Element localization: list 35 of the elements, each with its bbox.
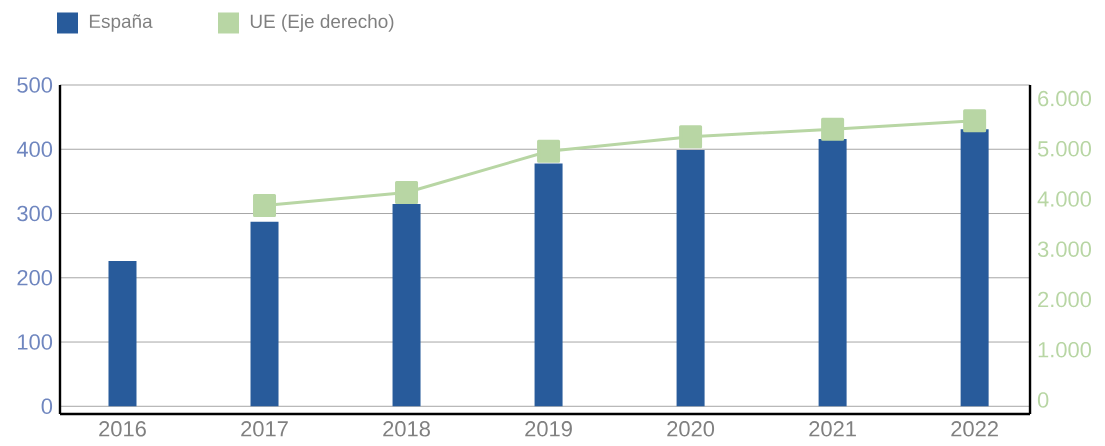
y2-tick-label: 2.000	[1038, 291, 1092, 308]
bar	[960, 129, 989, 407]
y-tick-label: 0	[41, 398, 53, 415]
x-tick-label: 2018	[383, 421, 430, 437]
point	[963, 109, 987, 133]
point	[679, 125, 703, 149]
bar	[534, 163, 563, 407]
y-tick-label: 400	[16, 141, 53, 158]
x-tick-label: 2021	[809, 421, 856, 437]
y2-tick-label: 4.000	[1037, 191, 1092, 207]
point	[537, 139, 561, 163]
y2-tick-label: 3.000	[1037, 241, 1092, 258]
legend-label: España	[89, 14, 153, 32]
y2-tick-label: 6.000	[1038, 90, 1092, 107]
x-tick-label: 2017	[241, 421, 288, 437]
bar	[108, 261, 137, 407]
x-tick-label: 2020	[667, 421, 715, 437]
bar	[818, 138, 847, 407]
y-tick-label: 200	[17, 270, 53, 286]
bar	[676, 149, 705, 407]
y2-tick-label: 1.000	[1038, 341, 1092, 358]
bar	[392, 203, 421, 407]
y-tick-label: 300	[17, 205, 53, 222]
y-tick-label: 500	[17, 77, 53, 93]
point	[253, 194, 277, 218]
y2-tick-label: 0	[1037, 392, 1049, 408]
point	[821, 117, 845, 141]
y2-tick-label: 5.000	[1037, 141, 1092, 157]
x-tick-label: 2016	[99, 421, 146, 437]
legend-label: UE (Eje derecho)	[250, 14, 394, 32]
bar	[250, 221, 279, 407]
x-tick-label: 2019	[525, 421, 572, 437]
point	[395, 180, 419, 204]
x-tick-label: 2022	[951, 421, 998, 437]
y-tick-label: 100	[18, 334, 53, 350]
